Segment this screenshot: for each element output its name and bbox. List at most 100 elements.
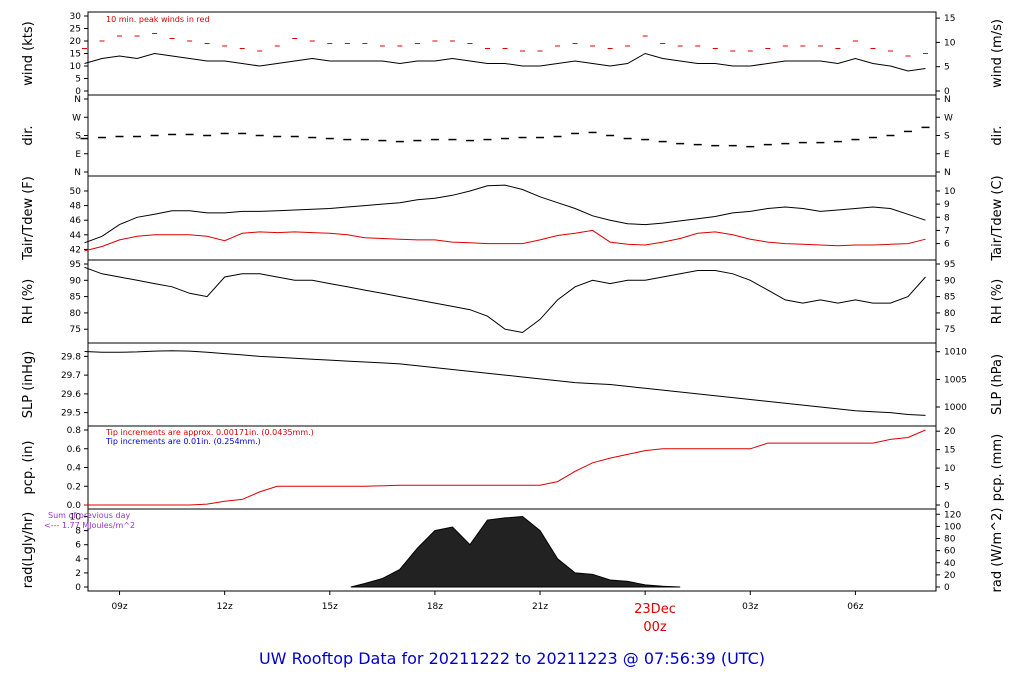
rad-sum-note: Sum of previous day: [48, 511, 130, 520]
x-tick-label-2: 15z: [322, 602, 338, 612]
series-pcp-0: [84, 429, 926, 506]
rad-sum-value: <--- 1.77 MJoules/m^2: [44, 521, 135, 530]
right-tick-label-wind-3: 15: [944, 14, 955, 24]
left-tick-label-rad-2: 4: [75, 555, 81, 565]
left-tick-label-rad-5: 10: [70, 513, 82, 523]
right-tick-label-dir-1: E: [944, 150, 950, 160]
panel-pcp: 0.0 0.2 0.4 0.6 0.8 0 5 10 15 20 pcp. (in) pcp. (mm…: [21, 425, 1005, 511]
right-tick-label-temp-4: 10: [944, 187, 956, 197]
right-tick-label-dir-4: N: [944, 95, 951, 105]
left-tick-label-wind-6: 30: [70, 12, 82, 22]
right-tick-label-rad-3: 60: [944, 547, 956, 557]
right-tick-label-slp-0: 1000: [944, 403, 967, 413]
right-tick-label-wind-1: 5: [944, 63, 950, 73]
series-wind-peak: [81, 33, 928, 57]
right-tick-label-rad-1: 20: [944, 571, 956, 581]
panel-temp: 42 44 46 48 50 6 7 8 9 10 Tair/Tdew (F) Tair/Tdew (…: [21, 175, 1005, 261]
x-tick-label-1: 12z: [217, 602, 233, 612]
panel-frame-slp: [87, 342, 937, 427]
right-tick-label-temp-0: 6: [944, 240, 950, 250]
right-tick-label-pcp-0: 0: [944, 501, 950, 511]
panel-frame-temp: [87, 175, 937, 261]
right-tick-label-wind-0: 0: [944, 87, 950, 97]
series-slp-0: [84, 350, 926, 416]
left-tick-label-temp-2: 46: [70, 216, 82, 226]
right-tick-label-pcp-3: 15: [944, 446, 955, 456]
left-tick-label-pcp-4: 0.8: [67, 426, 82, 436]
right-tick-label-temp-1: 7: [944, 226, 950, 236]
left-tick-label-wind-5: 25: [70, 25, 81, 35]
left-tick-label-pcp-0: 0.0: [67, 501, 82, 511]
panel-frame-wind: [87, 11, 937, 96]
panel-frame-rad: [87, 508, 937, 592]
pcp-red-note: Tip increments are approx. 0.00171in. (0…: [105, 428, 314, 437]
panel-slp: 29.5 29.6 29.7 29.8 1000 1005 1010 SLP (inHg) SL…: [21, 342, 1005, 427]
series-temp-Tair: [84, 184, 926, 244]
series-rad-0: [350, 516, 681, 588]
x-tick-label-4: 21z: [532, 602, 548, 612]
right-tick-label-temp-3: 9: [944, 200, 950, 210]
right-tick-label-pcp-4: 20: [944, 427, 956, 437]
left-tick-label-rh-1: 80: [70, 309, 82, 319]
right-axis-label-dir: dir.: [990, 125, 1005, 145]
right-tick-label-slp-2: 1010: [944, 348, 967, 358]
left-axis-label-rad: rad(Lgly/hr): [21, 512, 36, 588]
left-axis-label-rh: RH (%): [21, 279, 36, 324]
left-tick-label-rad-0: 0: [75, 583, 81, 593]
left-tick-label-slp-0: 29.5: [61, 409, 81, 419]
panel-rh: 75 80 85 90 95 75 80 85 90 95 RH (%) RH (%): [21, 259, 1005, 344]
right-tick-label-rad-2: 40: [944, 559, 956, 569]
left-tick-label-temp-0: 42: [70, 245, 81, 255]
left-axis-label-temp: Tair/Tdew (F): [21, 176, 36, 261]
left-tick-label-slp-2: 29.7: [61, 371, 81, 381]
right-axis-label-rh: RH (%): [990, 279, 1005, 324]
right-tick-label-temp-2: 8: [944, 213, 950, 223]
date-marker-hour: 00z: [643, 620, 667, 635]
left-tick-label-wind-3: 15: [70, 50, 81, 60]
left-tick-label-temp-4: 50: [70, 187, 82, 197]
x-tick-label-7: 06z: [847, 602, 863, 612]
right-tick-label-rad-0: 0: [944, 583, 950, 593]
right-tick-label-dir-0: N: [944, 168, 951, 178]
left-tick-label-temp-3: 48: [70, 202, 82, 212]
left-axis-label-dir: dir.: [21, 125, 36, 145]
wind-peak-note: 10 min. peak winds in red: [106, 15, 210, 24]
left-tick-label-slp-3: 29.8: [61, 352, 81, 362]
pcp-blue-note: Tip increments are 0.01in. (0.254mm.): [105, 437, 261, 446]
left-tick-label-slp-1: 29.6: [61, 390, 81, 400]
left-tick-label-pcp-1: 0.2: [67, 482, 81, 492]
right-tick-label-rad-5: 100: [944, 522, 961, 532]
right-tick-label-rh-4: 95: [944, 260, 955, 270]
right-axis-label-slp: SLP (hPa): [990, 354, 1005, 415]
left-axis-label-slp: SLP (inHg): [21, 351, 36, 419]
panel-frame-dir: [87, 94, 937, 177]
left-axis-label-pcp: pcp. (in): [21, 441, 36, 495]
left-tick-label-pcp-3: 0.6: [67, 445, 82, 455]
left-tick-label-rad-4: 8: [75, 527, 81, 537]
right-axis-label-pcp: pcp. (mm): [990, 434, 1005, 501]
left-tick-label-rh-2: 85: [70, 293, 81, 303]
left-tick-label-wind-0: 0: [75, 87, 81, 97]
series-rh-0: [84, 266, 926, 334]
left-tick-label-temp-1: 44: [70, 231, 82, 241]
footer-title: UW Rooftop Data for 20211222 to 20211223…: [259, 649, 765, 668]
right-tick-label-pcp-2: 10: [944, 464, 956, 474]
series-wind-mean: [84, 52, 926, 72]
x-axis: 09z 12z 15z 18z 21z 03z 06z: [111, 591, 864, 612]
left-tick-label-dir-2: S: [75, 132, 81, 142]
left-tick-label-pcp-2: 0.4: [67, 464, 82, 474]
right-axis-label-temp: Tair/Tdew (C): [990, 175, 1005, 261]
left-tick-label-rh-4: 95: [70, 260, 81, 270]
left-tick-label-rh-0: 75: [70, 325, 81, 335]
right-tick-label-rh-2: 85: [944, 293, 955, 303]
right-tick-label-rad-4: 80: [944, 535, 956, 545]
x-tick-label-3: 18z: [427, 602, 443, 612]
right-axis-label-wind: wind (m/s): [990, 19, 1005, 88]
left-tick-label-dir-3: W: [72, 113, 81, 123]
left-axis-label-wind: wind (kts): [21, 21, 36, 85]
date-marker-day: 23Dec: [634, 602, 676, 617]
right-tick-label-dir-2: S: [944, 132, 950, 142]
left-tick-label-wind-2: 10: [70, 62, 82, 72]
